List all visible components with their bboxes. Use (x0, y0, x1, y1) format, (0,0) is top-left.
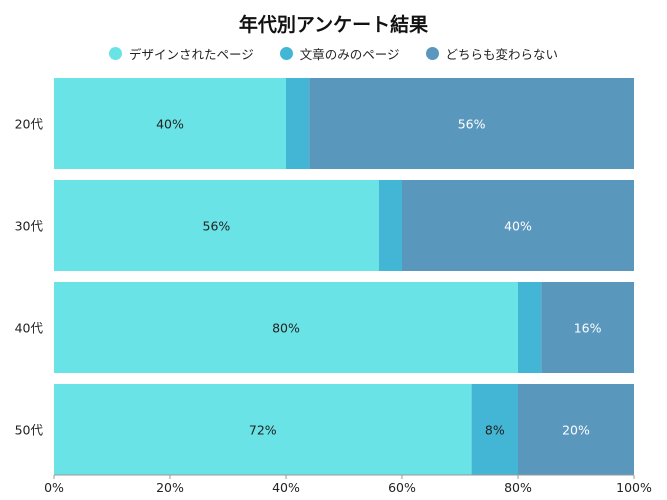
category-label: 40代 (15, 321, 44, 336)
legend-label-text-only: 文章のみのページ (299, 47, 400, 62)
category-label: 30代 (15, 219, 44, 234)
legend: デザインされたページ 文章のみのページ どちらも変わらない (0, 44, 667, 63)
data-label: 56% (203, 219, 231, 234)
x-tick-label: 0% (44, 480, 64, 495)
bar-segment (541, 282, 634, 373)
legend-item-text-only[interactable]: 文章のみのページ (279, 44, 400, 63)
data-label: 20% (562, 423, 590, 438)
bar-segment (309, 78, 634, 169)
data-label: 72% (249, 423, 277, 438)
bar-segment (54, 78, 286, 169)
bar-segment (54, 384, 472, 475)
data-label: 16% (574, 321, 602, 336)
data-label: 8% (485, 423, 505, 438)
data-label: 40% (504, 219, 532, 234)
legend-item-no-difference[interactable]: どちらも変わらない (425, 44, 559, 63)
chart-title: 年代別アンケート結果 (238, 14, 429, 36)
bar-segment (54, 282, 518, 373)
x-tick-label: 100% (616, 480, 652, 495)
bar-segment (518, 282, 542, 373)
bar-segment (402, 180, 634, 271)
data-label: 40% (156, 117, 184, 132)
bar-segment (54, 180, 379, 271)
bar-segment (378, 180, 402, 271)
bar-segment (518, 384, 634, 475)
legend-item-designed[interactable]: デザインされたページ (108, 44, 254, 63)
bar-segment (286, 78, 310, 169)
category-label: 20代 (15, 117, 44, 132)
data-label: 56% (458, 117, 486, 132)
x-tick-label: 60% (388, 480, 416, 495)
data-label: 80% (272, 321, 300, 336)
legend-label-designed: デザインされたページ (128, 47, 254, 62)
x-tick-label: 20% (156, 480, 184, 495)
legend-label-no-difference: どちらも変わらない (445, 47, 559, 62)
legend-swatch-text-only (279, 47, 293, 60)
x-tick-label: 40% (272, 480, 300, 495)
legend-swatch-designed (108, 47, 122, 60)
category-label: 50代 (15, 423, 44, 438)
legend-swatch-no-difference (425, 47, 439, 60)
bar-segment (471, 384, 518, 475)
x-tick-label: 80% (504, 480, 532, 495)
